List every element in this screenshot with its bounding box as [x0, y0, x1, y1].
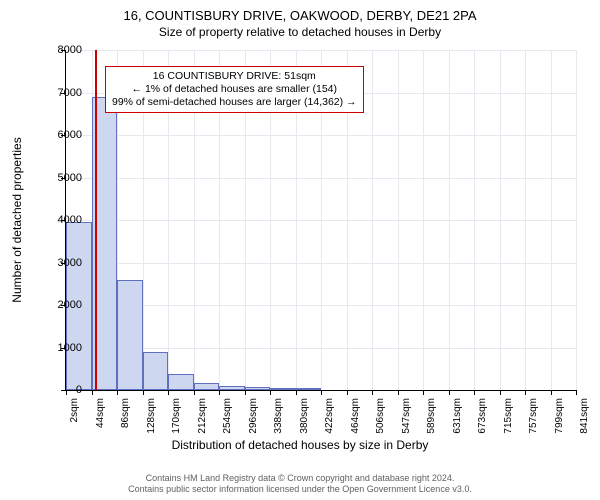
xtick-label: 673sqm: [477, 398, 488, 434]
xtick-mark: [449, 390, 450, 395]
annotation-box: 16 COUNTISBURY DRIVE: 51sqm ← 1% of deta…: [105, 66, 364, 113]
xtick-mark: [398, 390, 399, 395]
chart-subtitle: Size of property relative to detached ho…: [0, 23, 600, 39]
ytick-label: 1000: [42, 342, 82, 354]
histogram-bar: [194, 383, 220, 390]
xtick-label: 212sqm: [197, 398, 208, 434]
xtick-label: 841sqm: [579, 398, 590, 434]
xtick-label: 715sqm: [503, 398, 514, 434]
annotation-line2: ← 1% of detached houses are smaller (154…: [112, 83, 357, 96]
gridline-v: [474, 50, 475, 390]
xtick-label: 506sqm: [375, 398, 386, 434]
xtick-label: 757sqm: [528, 398, 539, 434]
gridline-v: [576, 50, 577, 390]
xtick-mark: [143, 390, 144, 395]
xtick-label: 86sqm: [120, 398, 131, 428]
xtick-mark: [372, 390, 373, 395]
histogram-bar: [270, 388, 296, 390]
gridline-v: [500, 50, 501, 390]
xtick-mark: [245, 390, 246, 395]
xtick-label: 799sqm: [554, 398, 565, 434]
xtick-label: 422sqm: [324, 398, 335, 434]
xtick-mark: [423, 390, 424, 395]
gridline-v: [398, 50, 399, 390]
x-axis-label: Distribution of detached houses by size …: [0, 438, 600, 452]
xtick-mark: [296, 390, 297, 395]
xtick-label: 254sqm: [222, 398, 233, 434]
xtick-mark: [219, 390, 220, 395]
xtick-mark: [270, 390, 271, 395]
xtick-mark: [117, 390, 118, 395]
histogram-bar: [168, 374, 194, 390]
histogram-bar: [296, 388, 322, 390]
histogram-bar: [219, 386, 245, 390]
y-axis-label: Number of detached properties: [10, 137, 24, 302]
xtick-label: 338sqm: [273, 398, 284, 434]
gridline-v: [551, 50, 552, 390]
gridline-v: [449, 50, 450, 390]
xtick-label: 44sqm: [95, 398, 106, 428]
gridline-v: [525, 50, 526, 390]
ytick-label: 0: [42, 384, 82, 396]
xtick-label: 631sqm: [452, 398, 463, 434]
xtick-label: 296sqm: [248, 398, 259, 434]
xtick-mark: [321, 390, 322, 395]
xtick-mark: [347, 390, 348, 395]
xtick-mark: [500, 390, 501, 395]
chart-area: 16 COUNTISBURY DRIVE: 51sqm ← 1% of deta…: [65, 50, 575, 390]
xtick-mark: [92, 390, 93, 395]
ytick-label: 7000: [42, 87, 82, 99]
histogram-bar: [143, 352, 169, 390]
ytick-label: 5000: [42, 172, 82, 184]
xtick-label: 380sqm: [299, 398, 310, 434]
footer-line1: Contains HM Land Registry data © Crown c…: [0, 473, 600, 485]
gridline-v: [372, 50, 373, 390]
footer-line2: Contains public sector information licen…: [0, 484, 600, 496]
xtick-mark: [576, 390, 577, 395]
xtick-mark: [474, 390, 475, 395]
marker-line: [95, 50, 97, 390]
histogram-bar: [245, 387, 271, 390]
xtick-label: 464sqm: [350, 398, 361, 434]
xtick-label: 170sqm: [171, 398, 182, 434]
ytick-label: 4000: [42, 214, 82, 226]
xtick-mark: [551, 390, 552, 395]
xtick-label: 2sqm: [69, 398, 80, 422]
ytick-label: 6000: [42, 129, 82, 141]
chart-title: 16, COUNTISBURY DRIVE, OAKWOOD, DERBY, D…: [0, 0, 600, 23]
xtick-mark: [168, 390, 169, 395]
ytick-label: 8000: [42, 44, 82, 56]
xtick-label: 547sqm: [401, 398, 412, 434]
xtick-mark: [525, 390, 526, 395]
annotation-line3: 99% of semi-detached houses are larger (…: [112, 96, 357, 109]
ytick-label: 2000: [42, 299, 82, 311]
annotation-line1: 16 COUNTISBURY DRIVE: 51sqm: [112, 70, 357, 83]
xtick-label: 128sqm: [146, 398, 157, 434]
gridline-v: [423, 50, 424, 390]
chart-container: 16, COUNTISBURY DRIVE, OAKWOOD, DERBY, D…: [0, 0, 600, 500]
xtick-mark: [194, 390, 195, 395]
xtick-label: 589sqm: [426, 398, 437, 434]
ytick-label: 3000: [42, 257, 82, 269]
histogram-bar: [117, 280, 143, 391]
footer: Contains HM Land Registry data © Crown c…: [0, 473, 600, 496]
